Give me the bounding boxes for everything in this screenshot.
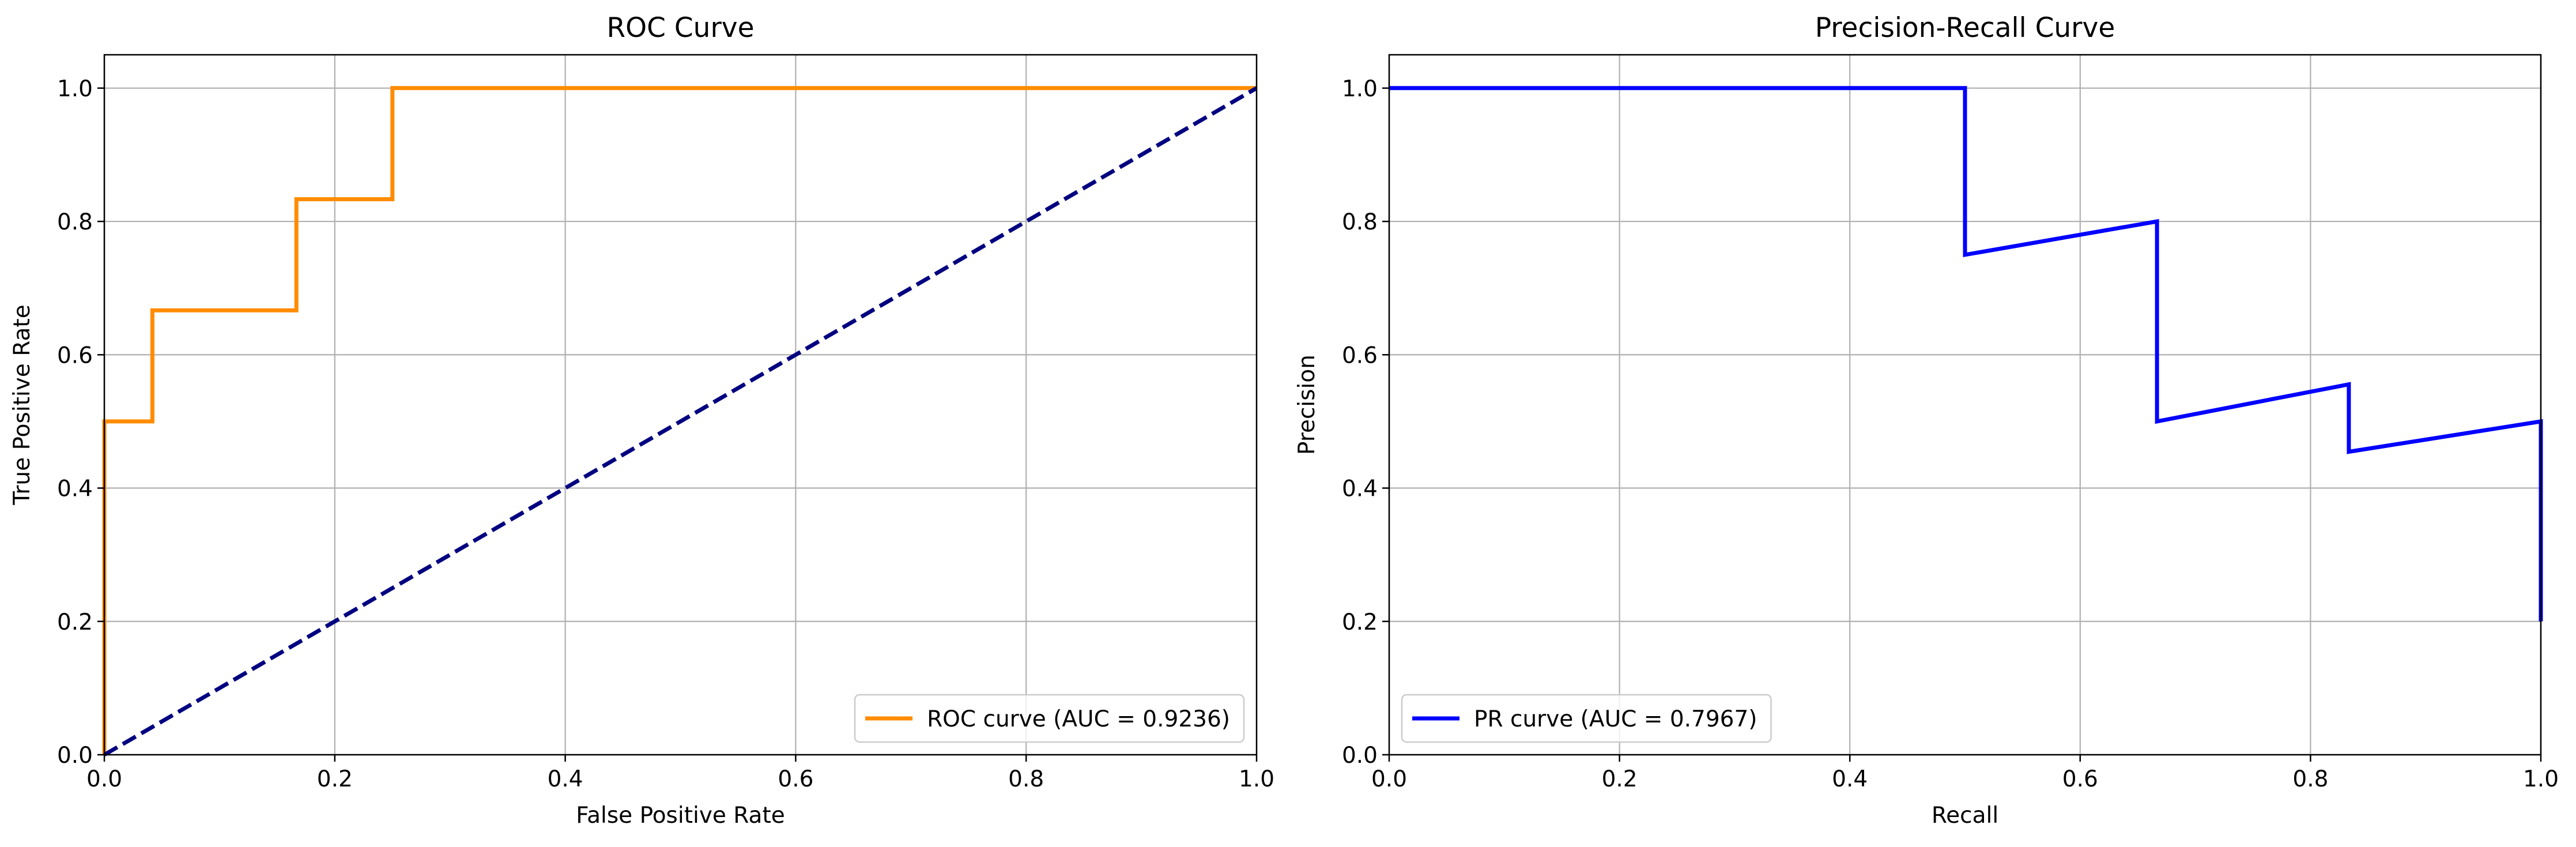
- roc-grid: [103, 55, 1258, 756]
- roc-y-ticks: 0.0 0.2 0.4 0.6 0.8 1.0: [57, 76, 104, 769]
- pr-x-axis-label: Recall: [1932, 803, 1998, 829]
- pr-x-tick-label-2: 0.4: [1832, 766, 1868, 792]
- roc-y-tick-label-4: 0.8: [57, 209, 93, 235]
- roc-y-tick-label-3: 0.6: [57, 342, 93, 368]
- pr-legend-label: PR curve (AUC = 0.7967): [1474, 706, 1757, 732]
- pr-legend-box: [1401, 694, 1772, 743]
- pr-axes-frame: [1388, 54, 2542, 756]
- roc-y-tick-label-0: 0.0: [57, 743, 93, 769]
- pr-x-tick-label-1: 0.2: [1602, 766, 1638, 792]
- roc-x-tick-label-4: 0.8: [1008, 766, 1044, 792]
- roc-axes-frame: [103, 54, 1258, 756]
- roc-chart-title: ROC Curve: [606, 12, 754, 44]
- roc-x-tick-label-1: 0.2: [317, 766, 353, 792]
- pr-legend: PR curve (AUC = 0.7967): [1401, 694, 1772, 743]
- pr-y-tick-label-3: 0.6: [1342, 342, 1378, 368]
- pr-y-tick-label-2: 0.4: [1342, 476, 1378, 502]
- roc-y-tick-label-1: 0.2: [57, 609, 93, 635]
- pr-x-tick-label-4: 0.8: [2292, 766, 2328, 792]
- roc-y-tick-label-2: 0.4: [57, 476, 93, 502]
- pr-x-tick-label-5: 1.0: [2523, 766, 2559, 792]
- roc-legend-box: [854, 694, 1245, 743]
- pr-y-axis-label: Precision: [1294, 355, 1320, 455]
- pr-chart-title: Precision-Recall Curve: [1815, 12, 2115, 44]
- pr-y-ticks: 0.0 0.2 0.4 0.6 0.8 1.0: [1342, 76, 1389, 769]
- pr-x-tick-label-3: 0.6: [2062, 766, 2098, 792]
- roc-x-tick-label-3: 0.6: [778, 766, 813, 792]
- pr-chart: 0.0 0.2 0.4 0.6 0.8 1.0 0.0 0.2 0.4 0.6 0.8 1.0 Pr…: [1294, 12, 2559, 829]
- pr-y-tick-label-4: 0.8: [1342, 209, 1378, 235]
- roc-x-axis-label: False Positive Rate: [576, 803, 785, 829]
- roc-chart: 0.0 0.2 0.4 0.6 0.8 1.0 0.0 0.2 0.4 0.6 0.8 1.0 RO…: [9, 12, 1274, 829]
- pr-y-tick-label-1: 0.2: [1342, 609, 1378, 635]
- roc-plot-area: [102, 86, 1258, 757]
- pr-y-tick-label-0: 0.0: [1342, 743, 1378, 769]
- roc-series-diagonal-line: [103, 86, 1258, 757]
- roc-x-tick-label-0: 0.0: [86, 766, 122, 792]
- pr-y-tick-label-5: 1.0: [1342, 76, 1378, 102]
- roc-x-tick-label-5: 1.0: [1239, 766, 1274, 792]
- roc-x-tick-label-2: 0.4: [548, 766, 583, 792]
- roc-x-ticks: 0.0 0.2 0.4 0.6 0.8 1.0: [86, 755, 1274, 792]
- roc-y-axis-label: True Positive Rate: [9, 304, 35, 505]
- roc-y-tick-label-5: 1.0: [57, 76, 93, 102]
- pr-plot-area: [1389, 86, 2543, 622]
- roc-series-curve: [102, 86, 1257, 755]
- pr-x-tick-label-0: 0.0: [1371, 766, 1407, 792]
- pr-series-curve: [1389, 86, 2543, 622]
- pr-x-ticks: 0.0 0.2 0.4 0.6 0.8 1.0: [1371, 755, 2559, 792]
- roc-legend-label: ROC curve (AUC = 0.9236): [927, 706, 1230, 732]
- roc-legend: ROC curve (AUC = 0.9236): [854, 694, 1245, 743]
